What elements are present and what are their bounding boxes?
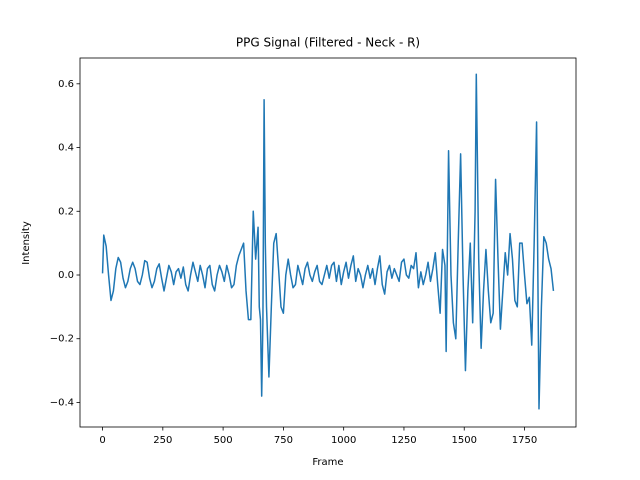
y-tick-label: 0.2 bbox=[58, 206, 74, 217]
x-tick-label: 1750 bbox=[512, 435, 537, 446]
y-axis-label: Intensity bbox=[21, 221, 32, 265]
x-tick-label: 1000 bbox=[331, 435, 356, 446]
x-tick-label: 500 bbox=[214, 435, 233, 446]
y-tick-label: −0.2 bbox=[50, 334, 74, 345]
x-tick-label: 0 bbox=[99, 435, 105, 446]
y-tick-label: 0.0 bbox=[58, 270, 74, 281]
signal-line bbox=[101, 73, 555, 410]
axes-frame bbox=[79, 57, 577, 428]
chart-title: PPG Signal (Filtered - Neck - R) bbox=[236, 36, 420, 50]
x-axis-label: Frame bbox=[312, 457, 343, 468]
x-tick-label: 1250 bbox=[391, 435, 416, 446]
y-tick-label: −0.4 bbox=[50, 397, 74, 408]
x-tick-label: 750 bbox=[274, 435, 293, 446]
x-tick-label: 250 bbox=[153, 435, 172, 446]
x-tick-label: 1500 bbox=[452, 435, 477, 446]
y-tick-label: 0.6 bbox=[58, 79, 74, 90]
y-tick-label: 0.4 bbox=[58, 143, 74, 154]
